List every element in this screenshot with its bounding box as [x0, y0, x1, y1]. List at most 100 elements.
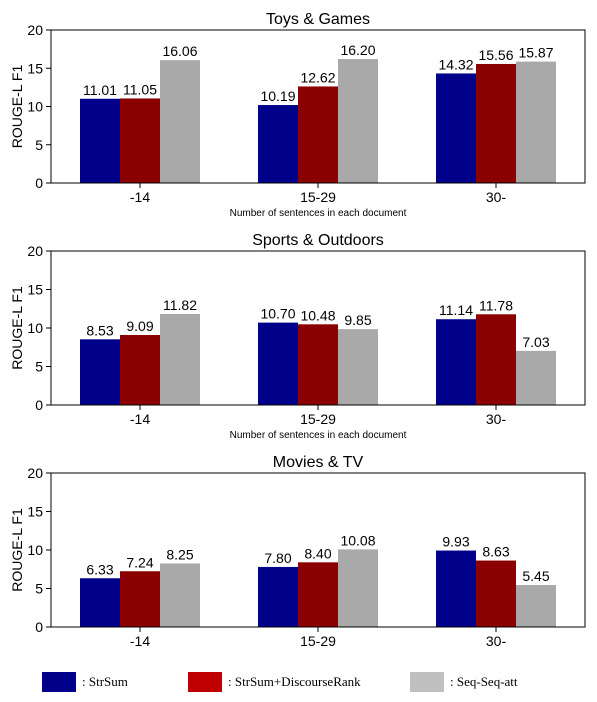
bar	[258, 105, 298, 183]
x-tick-label: 30-	[486, 633, 507, 649]
x-tick-label: 30-	[486, 189, 507, 205]
y-tick-label: 10	[27, 320, 43, 336]
data-label: 12.62	[300, 69, 335, 85]
data-label: 11.01	[83, 82, 117, 98]
bar	[516, 585, 556, 627]
y-tick-label: 5	[35, 359, 43, 375]
chart-title: Movies & TV	[273, 454, 364, 471]
plot-frame	[50, 29, 586, 184]
data-label: 8.40	[304, 545, 331, 561]
bar	[476, 63, 516, 183]
data-label: 11.05	[123, 81, 157, 97]
legend-swatch-strsum	[42, 672, 76, 692]
bar	[516, 61, 556, 184]
bar	[476, 560, 516, 627]
data-label: 10.48	[300, 307, 335, 323]
bar	[160, 313, 200, 405]
legend-item-seq-seq-att: : Seq-Seq-att	[410, 668, 518, 696]
legend-label-strsum: : StrSum	[82, 674, 128, 689]
data-label: 10.08	[340, 532, 375, 548]
y-axis-label: ROUGE-L F1	[9, 65, 25, 149]
x-tick-label: 30-	[486, 411, 507, 427]
data-label: 16.20	[340, 42, 375, 58]
legend-item-strsum-discourserank: : StrSum+DiscourseRank	[188, 668, 361, 696]
y-tick-label: 10	[27, 542, 43, 558]
data-label: 7.24	[126, 554, 153, 570]
y-tick-label: 20	[27, 465, 43, 481]
data-label: 15.87	[518, 45, 553, 61]
y-tick-label: 0	[35, 619, 43, 635]
x-axis-label: Number of sentences in each document	[230, 430, 407, 441]
y-tick-label: 15	[27, 282, 43, 298]
data-label: 8.25	[166, 546, 193, 562]
bar	[160, 60, 200, 183]
x-axis-label: Number of sentences in each document	[230, 208, 407, 219]
bar	[120, 571, 160, 627]
bar	[298, 86, 338, 183]
bar	[338, 549, 378, 627]
legend-label-strsum-discourserank: : StrSum+DiscourseRank	[228, 674, 361, 689]
y-tick-label: 15	[27, 504, 43, 520]
y-tick-label: 0	[35, 175, 43, 191]
y-tick-label: 15	[27, 60, 43, 76]
y-tick-label: 20	[27, 243, 43, 259]
x-tick-label: 15-29	[300, 189, 336, 205]
y-tick-label: 10	[27, 99, 43, 115]
bar	[298, 324, 338, 405]
data-label: 7.03	[522, 334, 549, 350]
bar	[476, 314, 516, 405]
data-label: 9.85	[344, 312, 371, 328]
data-label: 10.19	[260, 88, 295, 104]
data-label: 6.33	[86, 561, 113, 577]
y-tick-label: 5	[35, 581, 43, 597]
bar	[258, 322, 298, 405]
bar	[338, 329, 378, 405]
legend-swatch-seq-seq-att	[410, 672, 444, 692]
data-label: 5.45	[522, 568, 549, 584]
bar	[298, 562, 338, 627]
data-label: 8.63	[482, 544, 509, 560]
y-tick-label: 0	[35, 397, 43, 413]
bar	[516, 350, 556, 405]
x-tick-label: -14	[130, 411, 150, 427]
x-tick-label: -14	[130, 189, 150, 205]
bar	[80, 98, 120, 183]
x-tick-label: -14	[130, 633, 150, 649]
data-label: 15.56	[478, 47, 513, 63]
x-tick-label: 15-29	[300, 633, 336, 649]
data-label: 11.78	[479, 297, 513, 313]
y-tick-label: 20	[27, 22, 43, 38]
bar	[120, 98, 160, 183]
legend: : StrSum : StrSum+DiscourseRank : Seq-Se…	[0, 668, 597, 696]
bar-charts: Toys & Games ROUGE-L F1 0 5 10 15 20 11.01 11.05…	[9, 11, 586, 649]
data-label: 10.70	[260, 306, 295, 322]
chart-title: Sports & Outdoors	[252, 232, 384, 249]
data-label: 7.80	[264, 550, 291, 566]
y-axis-label: ROUGE-L F1	[9, 508, 25, 592]
data-label: 9.09	[126, 318, 153, 334]
chart-title: Toys & Games	[266, 11, 370, 28]
legend-label-seq-seq-att: : Seq-Seq-att	[450, 674, 518, 689]
bar	[80, 578, 120, 627]
y-tick-label: 5	[35, 137, 43, 153]
legend-item-strsum: : StrSum	[42, 668, 128, 696]
legend-swatch-strsum-discourserank	[188, 672, 222, 692]
data-label: 14.32	[438, 56, 473, 72]
bar	[436, 550, 476, 627]
y-axis-label: ROUGE-L F1	[9, 286, 25, 370]
plot-frame	[50, 472, 586, 628]
x-tick-label: 15-29	[300, 411, 336, 427]
data-label: 11.14	[439, 302, 473, 318]
data-label: 8.53	[86, 322, 113, 338]
bar	[338, 59, 378, 183]
bar	[258, 566, 298, 627]
bar	[80, 339, 120, 405]
data-label: 9.93	[442, 534, 469, 550]
bar	[160, 563, 200, 627]
plot-frame	[50, 250, 586, 406]
data-label: 11.82	[163, 297, 197, 313]
bar	[120, 335, 160, 405]
bar	[436, 73, 476, 183]
data-label: 16.06	[162, 43, 197, 59]
bar	[436, 319, 476, 405]
